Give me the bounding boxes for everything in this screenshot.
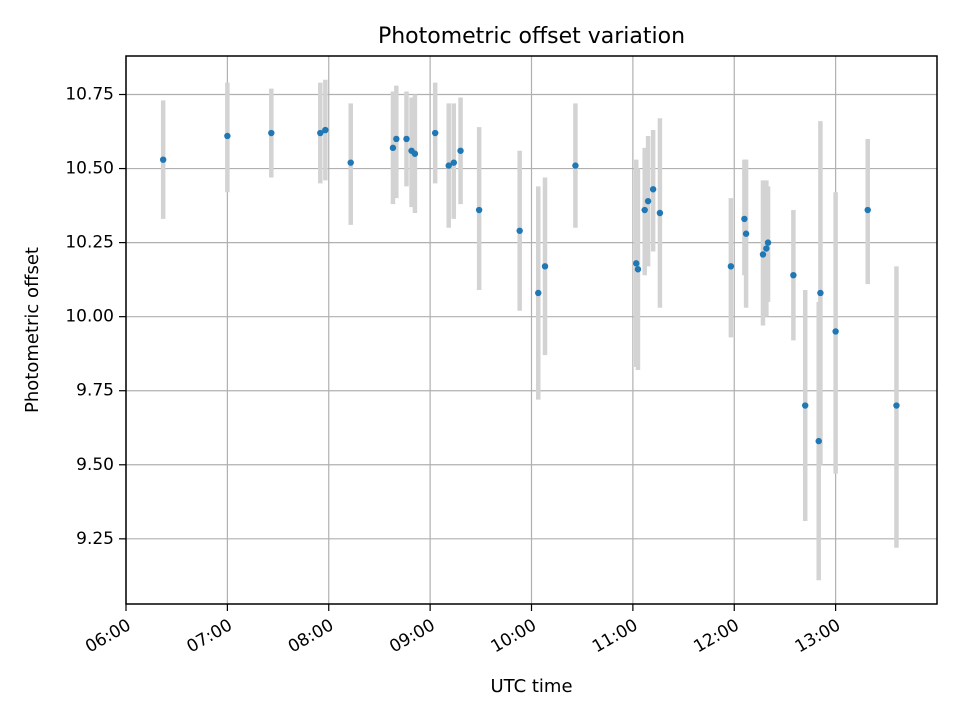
data-point: [322, 126, 329, 134]
data-point: [790, 272, 797, 279]
data-point: [864, 206, 871, 214]
data-point: [403, 135, 410, 143]
error-bars: [160, 79, 899, 581]
x-tick-label: 10:00: [488, 615, 540, 657]
data-point: [741, 215, 748, 223]
data-point: [457, 147, 464, 154]
data-point: [727, 263, 735, 270]
y-tick-label: 10.25: [65, 233, 114, 253]
data-point: [317, 129, 324, 137]
y-axis-label: Photometric offset: [22, 247, 43, 413]
data-point: [389, 144, 397, 152]
data-point: [411, 150, 419, 157]
data-point: [431, 129, 439, 137]
data-point: [742, 230, 750, 237]
data-point: [450, 159, 457, 166]
data-points: [159, 126, 900, 445]
data-point: [815, 437, 822, 445]
data-point: [764, 239, 772, 246]
data-point: [535, 289, 542, 297]
data-point: [268, 129, 275, 137]
x-tick-label: 07:00: [183, 615, 235, 657]
x-axis-ticks: 06:00 07:00 08:00 09:00 10:00 11:00 12:00 13:00: [82, 604, 844, 657]
data-point: [832, 328, 839, 335]
x-tick-label: 06:00: [82, 615, 134, 657]
data-point: [759, 251, 767, 258]
y-tick-label: 10.75: [65, 85, 114, 105]
y-tick-label: 10.50: [65, 159, 114, 179]
x-axis-label: UTC time: [490, 676, 572, 697]
y-tick-label: 9.25: [76, 529, 114, 549]
data-point: [516, 227, 523, 234]
y-tick-label: 10.00: [65, 307, 114, 327]
data-point: [633, 260, 640, 267]
data-point: [644, 197, 652, 205]
y-axis-ticks: 9.25 9.50 9.75 10.00 10.25 10.50 10.75: [65, 85, 126, 549]
data-point: [159, 156, 167, 163]
data-point: [649, 186, 657, 193]
data-point: [347, 159, 354, 166]
data-point: [634, 266, 642, 273]
grid: [125, 56, 937, 604]
data-point: [224, 132, 231, 140]
chart-title: Photometric offset variation: [378, 24, 685, 49]
data-point: [817, 289, 824, 297]
x-tick-label: 13:00: [792, 615, 844, 657]
data-point: [802, 402, 809, 409]
data-point: [475, 206, 483, 214]
x-tick-label: 11:00: [589, 615, 641, 657]
data-point: [572, 162, 579, 169]
data-point: [641, 206, 648, 214]
data-point: [445, 162, 452, 169]
x-tick-label: 12:00: [690, 615, 742, 657]
data-point: [763, 245, 770, 252]
data-point: [893, 402, 900, 409]
data-point: [541, 263, 549, 270]
y-tick-label: 9.75: [76, 381, 114, 401]
x-tick-label: 09:00: [386, 615, 438, 657]
x-tick-label: 08:00: [285, 615, 337, 657]
data-point: [656, 209, 664, 217]
data-point: [393, 135, 400, 143]
y-tick-label: 9.50: [76, 455, 114, 475]
